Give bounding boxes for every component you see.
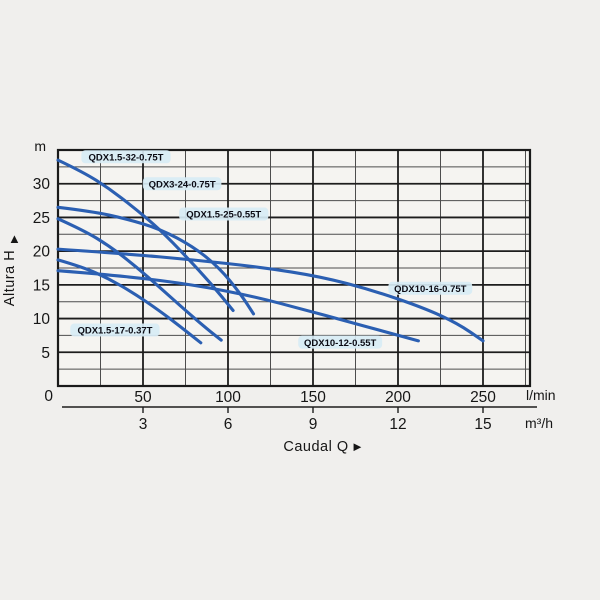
y-axis-arrow-icon: ▲ xyxy=(8,231,21,246)
curve-label-bg xyxy=(179,207,269,221)
secondary-unit-label: m³/h xyxy=(525,415,553,431)
pump-curve xyxy=(56,269,420,343)
y-tick-label: 25 xyxy=(33,210,50,227)
x-tick-label: 200 xyxy=(385,389,411,406)
curve-label: QDX10-12-0.55T xyxy=(304,338,377,349)
y-axis-title: Altura H xyxy=(2,250,18,306)
curve-label-bg xyxy=(142,177,222,191)
curve-label-bg xyxy=(70,323,160,337)
pump-curve xyxy=(56,247,485,343)
x-tick-label: 250 xyxy=(470,389,496,406)
curve-label-bg xyxy=(388,281,473,295)
y-axis-unit: m xyxy=(34,138,46,154)
secondary-tick-label: 6 xyxy=(224,416,233,433)
origin-tick-label: 0 xyxy=(44,388,53,405)
pump-curve xyxy=(56,205,256,316)
y-tick-label: 10 xyxy=(33,311,51,328)
y-tick-label: 15 xyxy=(33,277,50,294)
curve-label-bg xyxy=(81,150,171,164)
secondary-tick-label: 15 xyxy=(474,416,491,433)
curve-label: QDX1.5-17-0.37T xyxy=(77,326,152,337)
secondary-tick-label: 12 xyxy=(389,416,406,433)
y-tick-label: 5 xyxy=(41,345,50,362)
curve-label: QDX1.5-25-0.55T xyxy=(186,210,261,221)
y-tick-label: 30 xyxy=(33,176,51,193)
pump-curve xyxy=(56,217,223,342)
y-tick-label: 20 xyxy=(33,244,51,261)
pump-curve xyxy=(56,158,235,313)
x-tick-label: 50 xyxy=(134,389,152,406)
primary-unit-label: l/min xyxy=(526,387,556,403)
x-tick-label: 100 xyxy=(215,389,241,406)
plot-border xyxy=(56,148,532,388)
curve-label-bg xyxy=(298,335,383,349)
x-axis-arrow-icon: ► xyxy=(351,439,364,454)
curve-label: QDX10-16-0.75T xyxy=(394,284,467,295)
x-tick-label: 150 xyxy=(300,389,326,406)
x-axis-title: Caudal Q xyxy=(283,439,348,455)
secondary-tick-label: 3 xyxy=(139,416,148,433)
curve-label: QDX3-24-0.75T xyxy=(149,179,216,190)
curve-label: QDX1.5-32-0.75T xyxy=(89,152,164,163)
secondary-tick-label: 9 xyxy=(309,416,318,433)
